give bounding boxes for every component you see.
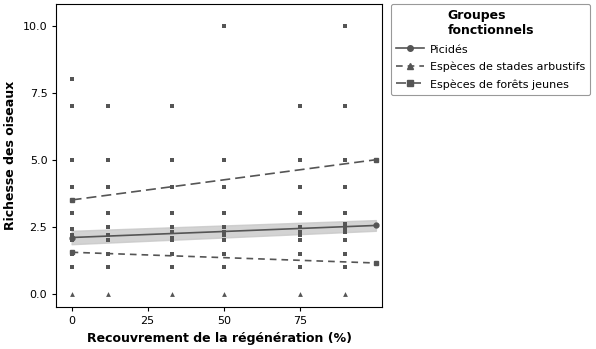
Point	[219, 232, 228, 238]
Point	[103, 157, 113, 163]
Point	[67, 264, 76, 270]
Point	[341, 251, 350, 257]
Point	[219, 23, 228, 28]
Point	[103, 251, 113, 257]
Point	[67, 237, 76, 243]
Point	[103, 264, 113, 270]
Point	[167, 184, 177, 190]
Y-axis label: Richesse des oiseaux: Richesse des oiseaux	[4, 81, 17, 230]
Point	[219, 184, 228, 190]
Point	[219, 229, 228, 235]
Point	[103, 184, 113, 190]
Point	[103, 237, 113, 243]
Point	[295, 291, 305, 297]
Point	[103, 210, 113, 216]
Point	[67, 210, 76, 216]
Point	[341, 229, 350, 235]
X-axis label: Recouvrement de la régénération (%): Recouvrement de la régénération (%)	[86, 332, 352, 345]
Point	[219, 264, 228, 270]
Point	[67, 227, 76, 232]
Point	[67, 232, 76, 238]
Legend: Picidés, Espèces de stades arbustifs, Espèces de forêts jeunes: Picidés, Espèces de stades arbustifs, Es…	[391, 3, 591, 95]
Point	[167, 235, 177, 240]
Point	[67, 76, 76, 82]
Point	[67, 184, 76, 190]
Point	[103, 291, 113, 297]
Point	[167, 210, 177, 216]
Point	[295, 264, 305, 270]
Point	[341, 291, 350, 297]
Point	[295, 103, 305, 109]
Point	[219, 157, 228, 163]
Point	[67, 103, 76, 109]
Point	[219, 210, 228, 216]
Point	[295, 237, 305, 243]
Point	[219, 251, 228, 257]
Point	[67, 291, 76, 297]
Point	[167, 237, 177, 243]
Point	[67, 237, 76, 243]
Point	[341, 103, 350, 109]
Point	[103, 237, 113, 243]
Point	[341, 210, 350, 216]
Point	[167, 251, 177, 257]
Point	[295, 210, 305, 216]
Point	[341, 221, 350, 227]
Point	[295, 157, 305, 163]
Point	[219, 237, 228, 243]
Point	[167, 224, 177, 230]
Point	[341, 264, 350, 270]
Point	[341, 157, 350, 163]
Point	[103, 103, 113, 109]
Point	[341, 237, 350, 243]
Point	[67, 157, 76, 163]
Point	[219, 291, 228, 297]
Point	[341, 184, 350, 190]
Point	[103, 224, 113, 230]
Point	[295, 184, 305, 190]
Point	[219, 224, 228, 230]
Point	[167, 291, 177, 297]
Point	[341, 23, 350, 28]
Point	[295, 251, 305, 257]
Point	[67, 251, 76, 257]
Point	[103, 232, 113, 238]
Point	[167, 229, 177, 235]
Point	[167, 157, 177, 163]
Point	[295, 229, 305, 235]
Point	[167, 264, 177, 270]
Point	[295, 232, 305, 238]
Point	[341, 227, 350, 232]
Point	[295, 224, 305, 230]
Point	[167, 103, 177, 109]
